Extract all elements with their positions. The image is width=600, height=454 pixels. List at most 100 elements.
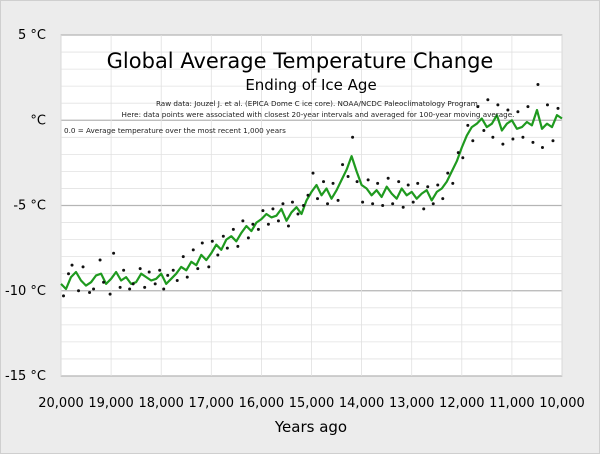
- data-point: [261, 209, 265, 213]
- data-point: [521, 135, 525, 139]
- data-point: [276, 219, 280, 223]
- data-point: [200, 241, 204, 245]
- data-point: [98, 258, 102, 262]
- data-point: [216, 253, 220, 257]
- data-point: [67, 272, 71, 276]
- data-point: [143, 285, 147, 289]
- data-point: [386, 176, 390, 180]
- data-point: [122, 268, 126, 272]
- data-point: [406, 183, 410, 187]
- data-point: [446, 171, 450, 175]
- data-point: [166, 273, 170, 277]
- data-point: [88, 290, 92, 294]
- data-point: [361, 200, 365, 204]
- data-point: [112, 251, 116, 255]
- data-point: [131, 282, 135, 286]
- data-point: [225, 246, 229, 250]
- data-point: [381, 204, 385, 207]
- x-tick-label: 20,000: [38, 396, 84, 411]
- x-axis-title: Years ago: [274, 418, 347, 436]
- data-point: [108, 292, 112, 296]
- y-tick-label: 5 °C: [18, 28, 46, 43]
- data-point: [185, 275, 189, 279]
- data-point: [516, 110, 520, 114]
- data-point: [158, 268, 162, 272]
- grid: [60, 34, 563, 377]
- data-point: [426, 185, 430, 189]
- x-tick-label: 14,000: [339, 396, 385, 411]
- data-point: [196, 267, 200, 271]
- data-point: [556, 106, 560, 110]
- x-tick-label: 19,000: [88, 396, 134, 411]
- data-point: [271, 207, 275, 211]
- data-point: [482, 128, 486, 132]
- data-point: [351, 135, 355, 139]
- data-point: [70, 263, 74, 267]
- data-point: [296, 212, 300, 216]
- y-tick-label: °C: [30, 113, 46, 128]
- x-tick-label: 11,000: [489, 396, 535, 411]
- moving-average-line: [60, 108, 563, 291]
- data-point: [290, 200, 294, 204]
- data-point: [281, 202, 285, 206]
- data-point: [461, 156, 465, 160]
- data-point: [422, 207, 426, 211]
- chart-title: Global Average Temperature Change: [107, 49, 494, 73]
- data-point: [322, 180, 326, 184]
- data-point: [246, 236, 250, 240]
- x-tick-label: 12,000: [439, 396, 485, 411]
- data-point: [301, 204, 305, 207]
- x-tick-label: 13,000: [389, 396, 435, 411]
- data-point: [436, 183, 440, 187]
- data-point: [306, 193, 310, 197]
- source-note: Raw data: Jouzel J. et al. (EPICA Dome C…: [156, 99, 480, 108]
- x-tick-label: 10,000: [539, 396, 585, 411]
- data-point: [411, 200, 415, 204]
- data-point: [346, 175, 350, 179]
- x-tick-label: 15,000: [289, 396, 335, 411]
- data-point: [551, 139, 555, 143]
- data-point: [416, 181, 420, 185]
- method-note: Here: data points were associated with c…: [122, 110, 515, 119]
- data-point: [191, 248, 195, 252]
- data-point: [466, 123, 470, 127]
- data-point: [311, 171, 315, 175]
- y-tick-label: -10 °C: [5, 284, 46, 299]
- data-point: [153, 282, 157, 286]
- data-point: [511, 137, 515, 141]
- data-point: [77, 289, 81, 293]
- data-point: [221, 234, 225, 238]
- data-point: [171, 268, 175, 272]
- data-point: [266, 222, 270, 226]
- y-tick-label: -15 °C: [5, 369, 46, 384]
- data-point: [506, 108, 510, 112]
- data-point: [162, 287, 166, 291]
- data-point: [341, 163, 345, 167]
- chart-subtitle: Ending of Ice Age: [245, 76, 376, 94]
- series-scatter-group: [62, 82, 560, 298]
- data-point: [316, 197, 320, 201]
- data-point: [147, 270, 151, 274]
- data-point: [540, 146, 544, 150]
- data-point: [102, 280, 106, 284]
- y-tick-label: -5 °C: [13, 199, 46, 214]
- data-point: [355, 180, 359, 184]
- data-point: [526, 105, 530, 109]
- data-point: [138, 267, 142, 271]
- series-line-group: [60, 108, 563, 291]
- data-point: [286, 224, 290, 228]
- data-point: [331, 181, 335, 185]
- data-point: [456, 151, 460, 155]
- data-point: [256, 227, 260, 231]
- data-point: [491, 135, 495, 139]
- data-point: [81, 265, 85, 269]
- y-tick-labels: 5 °C °C -5 °C -10 °C -15 °C: [5, 28, 46, 384]
- data-point: [236, 244, 240, 248]
- data-point: [441, 197, 445, 201]
- data-point: [391, 202, 395, 206]
- data-point: [545, 103, 549, 107]
- data-point: [536, 82, 540, 86]
- data-point: [431, 202, 435, 206]
- data-point: [181, 255, 185, 259]
